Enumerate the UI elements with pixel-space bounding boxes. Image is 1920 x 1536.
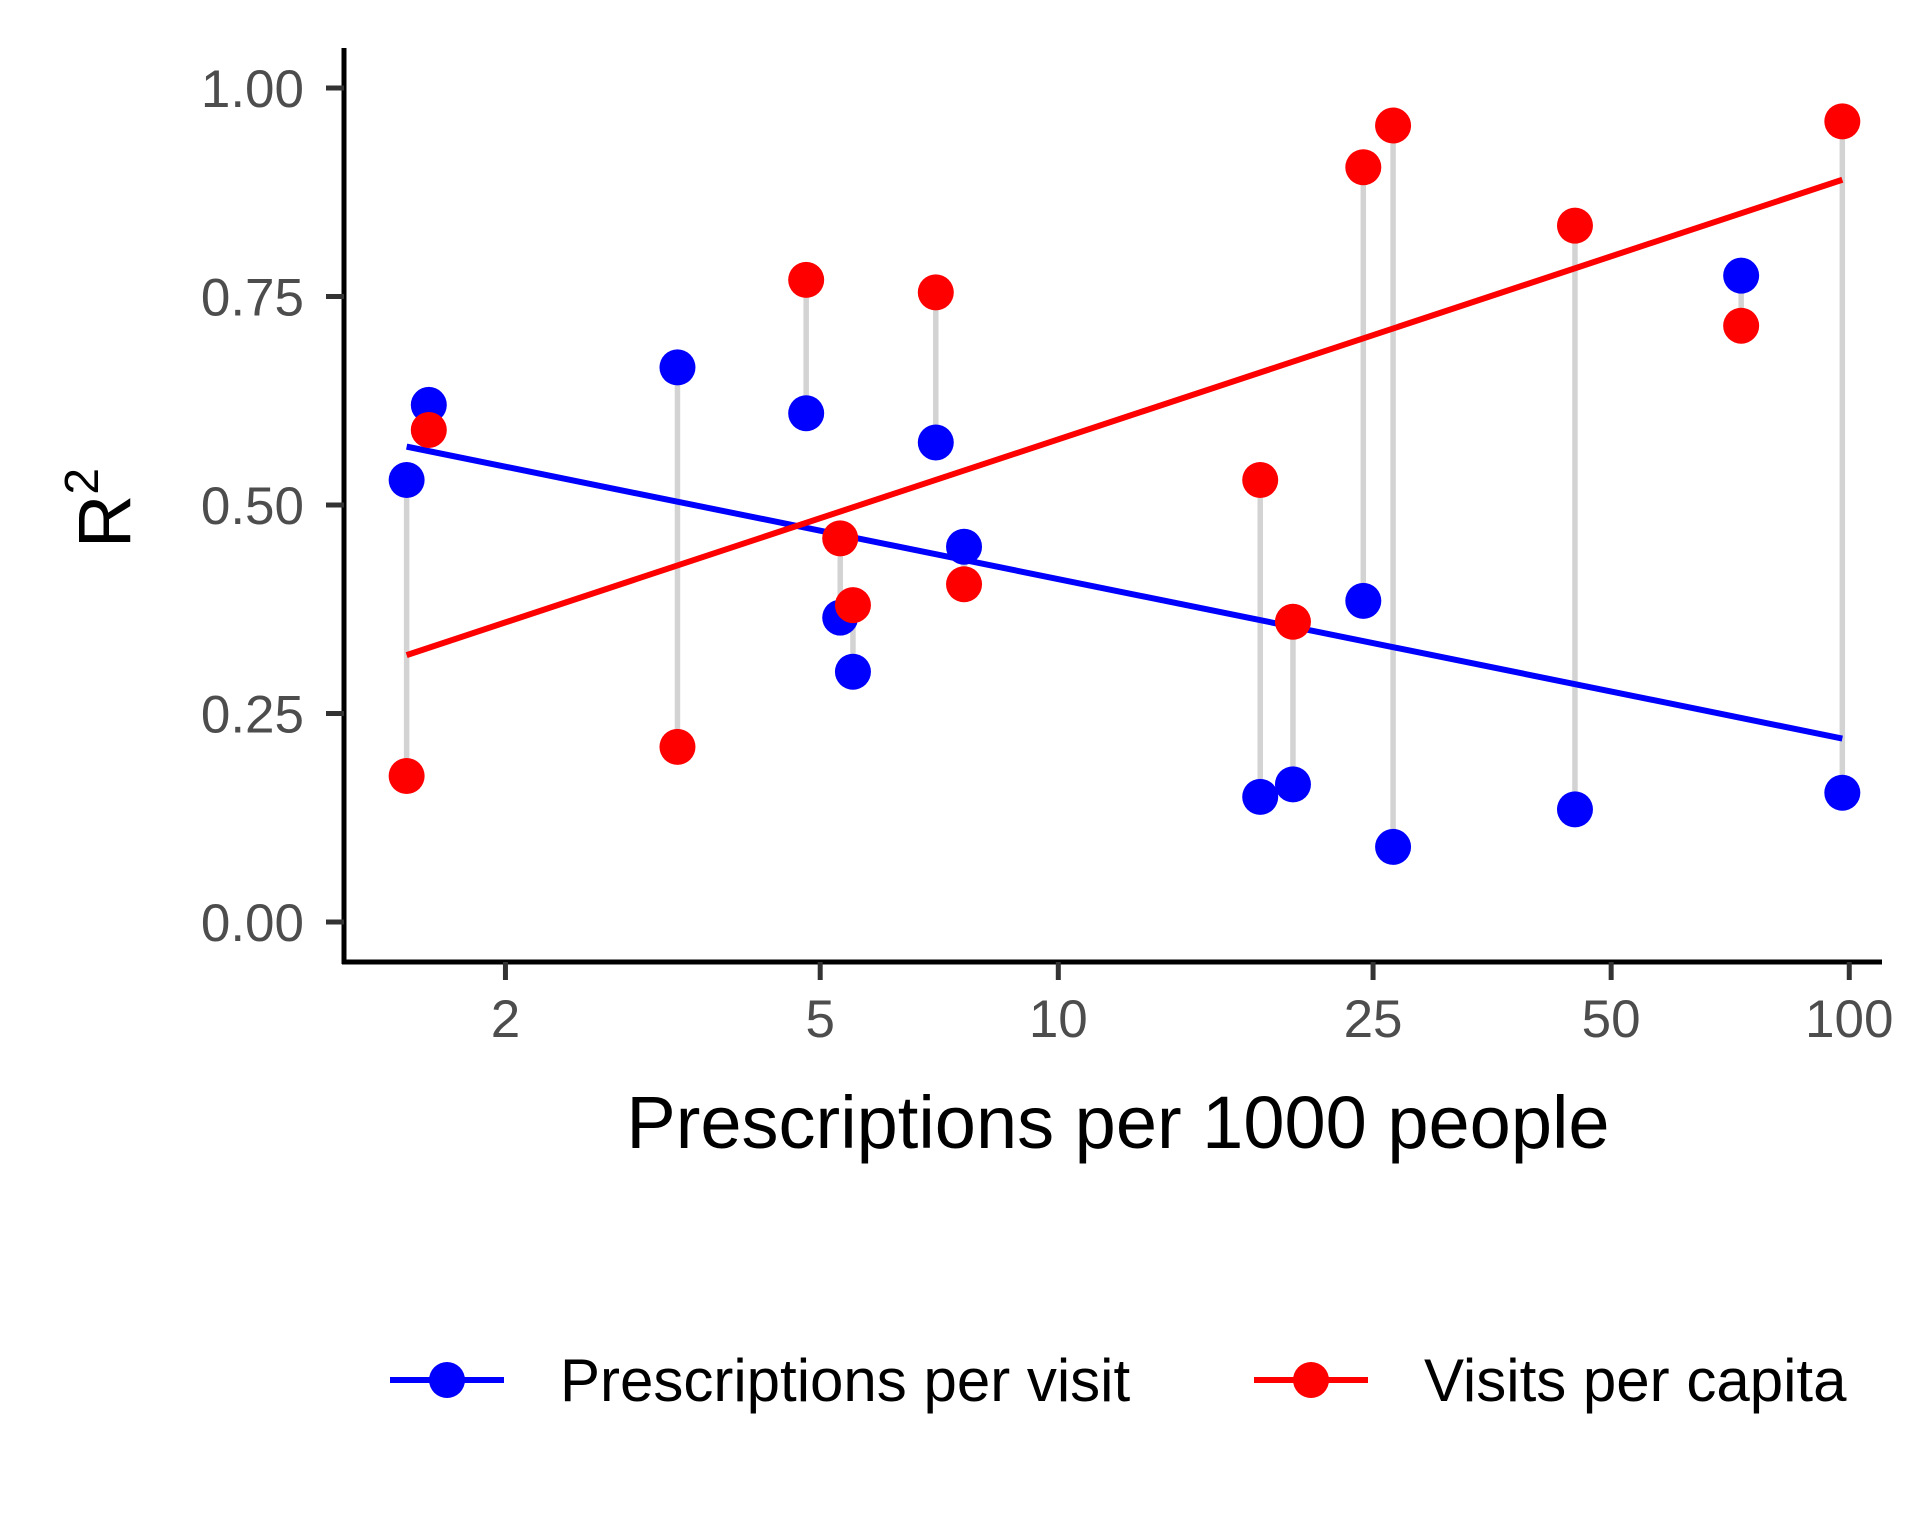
data-point-prescriptions-per-visit: [1274, 766, 1311, 803]
legend-label-visits-per-capita: Visits per capita: [1424, 1347, 1847, 1414]
y-tick-label: 0.25: [201, 685, 304, 744]
legend-key-marker-prescriptions-per-visit: [429, 1362, 465, 1398]
x-tick-label: 100: [1805, 990, 1893, 1049]
trend-line-visits-per-capita: [405, 176, 1844, 658]
x-tick-label: 10: [1029, 990, 1088, 1049]
data-point-prescriptions-per-visit: [1345, 582, 1382, 619]
data-point-visits-per-capita: [834, 587, 871, 624]
data-point-visits-per-capita: [659, 728, 696, 765]
data-point-prescriptions-per-visit: [1824, 774, 1861, 811]
x-axis-title: Prescriptions per 1000 people: [626, 1081, 1609, 1164]
legend-key-marker-visits-per-capita: [1293, 1362, 1329, 1398]
trend-lines: [405, 176, 1844, 742]
data-point-visits-per-capita: [1345, 149, 1382, 186]
data-point-prescriptions-per-visit: [834, 653, 871, 690]
ticks: 0.000.250.500.751.002 5 10 25 50 100: [201, 60, 1894, 1049]
data-point-visits-per-capita: [1556, 207, 1593, 244]
data-point-visits-per-capita: [946, 566, 983, 603]
data-points: [388, 103, 1861, 865]
y-tick-label: 0.00: [201, 894, 304, 953]
data-point-prescriptions-per-visit: [1242, 778, 1279, 815]
legend-label-prescriptions-per-visit: Prescriptions per visit: [560, 1347, 1131, 1414]
data-point-prescriptions-per-visit: [1556, 791, 1593, 828]
y-axis-title: R2: [56, 468, 146, 548]
data-point-prescriptions-per-visit: [1375, 828, 1412, 865]
trend-line-prescriptions-per-visit: [406, 443, 1843, 742]
data-point-visits-per-capita: [917, 274, 954, 311]
data-point-visits-per-capita: [822, 520, 859, 557]
data-point-visits-per-capita: [410, 411, 447, 448]
y-tick-label: 0.75: [201, 269, 304, 328]
data-point-visits-per-capita: [388, 758, 425, 795]
data-point-prescriptions-per-visit: [388, 461, 425, 498]
data-point-prescriptions-per-visit: [917, 424, 954, 461]
data-point-prescriptions-per-visit: [946, 528, 983, 565]
data-point-visits-per-capita: [1274, 603, 1311, 640]
y-tick-label: 0.50: [201, 477, 304, 536]
data-point-visits-per-capita: [1242, 461, 1279, 498]
x-tick-label: 2: [491, 990, 520, 1049]
data-point-prescriptions-per-visit: [410, 386, 447, 423]
data-point-visits-per-capita: [788, 261, 825, 298]
connector-lines: [403, 121, 1846, 847]
axes: [341, 48, 1882, 965]
data-point-visits-per-capita: [1723, 307, 1760, 344]
x-tick-label: 5: [805, 990, 834, 1049]
data-point-prescriptions-per-visit: [788, 395, 825, 432]
data-point-visits-per-capita: [1375, 107, 1412, 144]
data-point-visits-per-capita: [1824, 103, 1861, 140]
data-point-prescriptions-per-visit: [659, 349, 696, 386]
y-tick-label: 1.00: [201, 60, 304, 119]
data-point-prescriptions-per-visit: [1723, 257, 1760, 294]
x-tick-label: 25: [1344, 990, 1403, 1049]
x-tick-label: 50: [1582, 990, 1641, 1049]
legend: Prescriptions per visit Visits per capita: [390, 1347, 1847, 1414]
